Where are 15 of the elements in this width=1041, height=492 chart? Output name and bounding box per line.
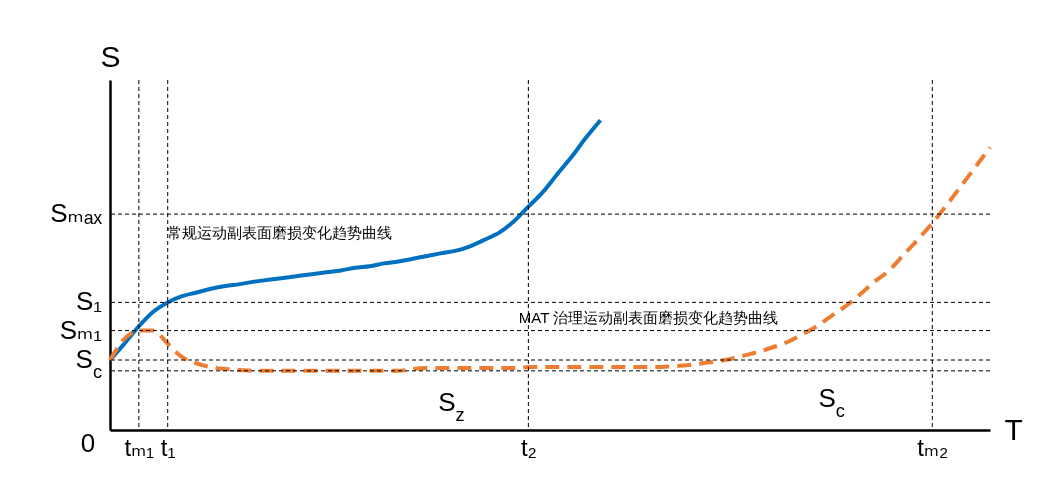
ref-line-label: S$_{c}$ — [75, 344, 102, 382]
ref-line-label: Sₘₐₓ — [50, 198, 103, 229]
annotation: S$_{z}$ — [438, 386, 465, 425]
annotation: MAT 治理运动副表面磨损变化趋势曲线 — [518, 309, 779, 326]
x-tick-label: tₘ₂ — [917, 433, 949, 461]
x-tick-label: tₘ₁ — [124, 433, 155, 461]
text: 0 — [80, 428, 96, 458]
annotation: 常规运动副表面磨损变化趋势曲线 — [167, 223, 393, 241]
y-axis-title: S — [100, 39, 121, 73]
x-axis-title: T — [1004, 412, 1023, 446]
x-tick-label: t₁ — [160, 433, 176, 461]
ref-line-label: Sₘ₁ — [59, 314, 103, 345]
ref-line-label: S₁ — [75, 286, 103, 317]
x-tick-label: t₂ — [520, 433, 537, 461]
annotation: S$_{c}$ — [818, 382, 845, 421]
